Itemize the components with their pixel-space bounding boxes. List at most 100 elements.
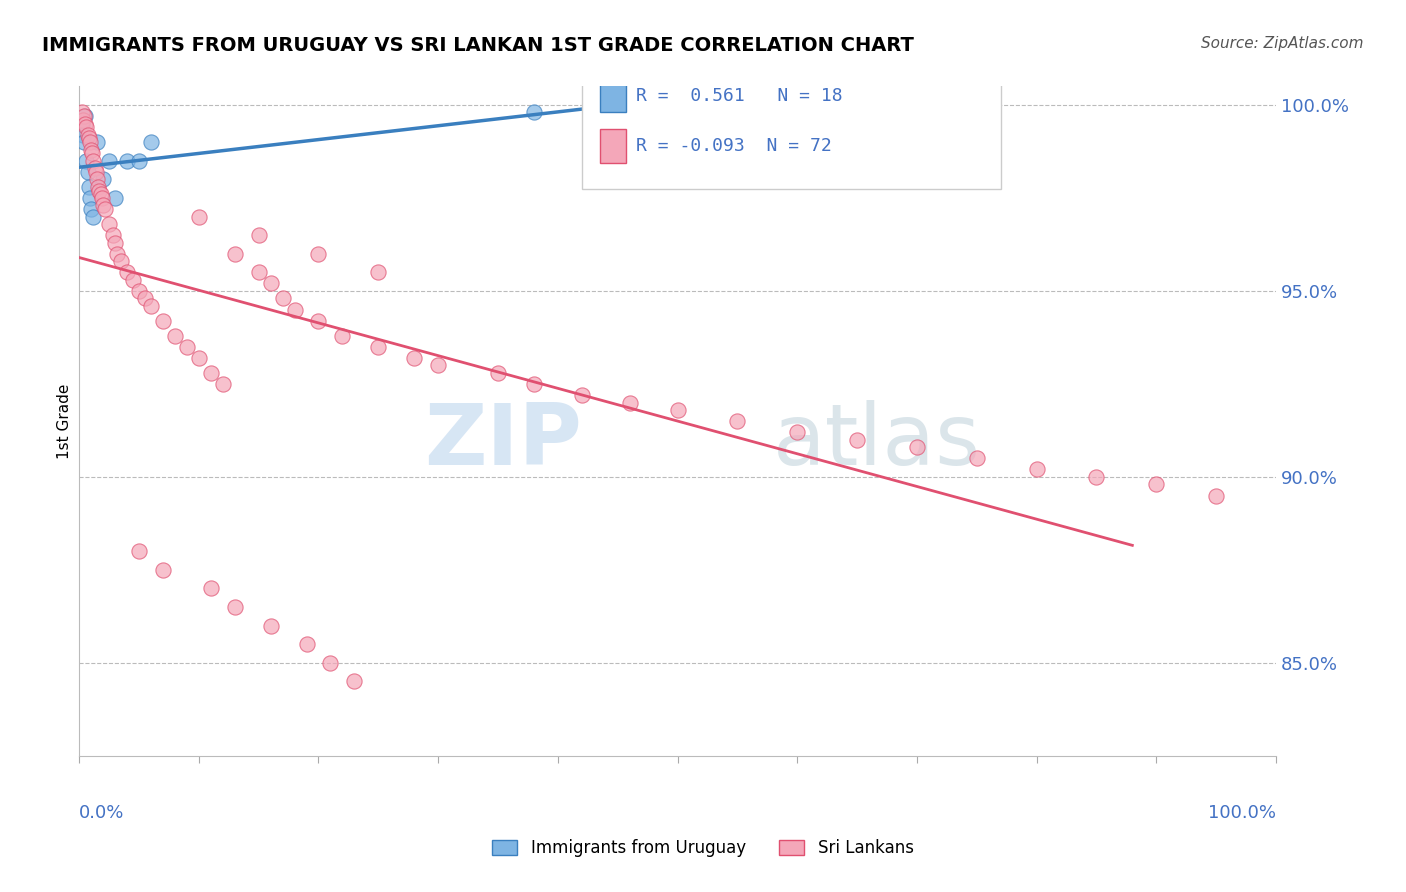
Point	[666, 403, 689, 417]
Point	[75, 109, 97, 123]
Point	[82, 153, 104, 168]
Point	[211, 376, 233, 391]
Text: Source: ZipAtlas.com: Source: ZipAtlas.com	[1201, 36, 1364, 51]
Point	[75, 120, 97, 135]
Point	[176, 340, 198, 354]
Point	[404, 351, 426, 365]
Point	[1205, 489, 1227, 503]
Point	[1085, 470, 1108, 484]
Point	[427, 359, 450, 373]
Point	[70, 105, 93, 120]
Point	[139, 299, 162, 313]
Point	[91, 172, 114, 186]
Point	[104, 235, 127, 250]
Text: IMMIGRANTS FROM URUGUAY VS SRI LANKAN 1ST GRADE CORRELATION CHART: IMMIGRANTS FROM URUGUAY VS SRI LANKAN 1S…	[42, 36, 914, 54]
Point	[259, 618, 281, 632]
Point	[1025, 462, 1047, 476]
Point	[846, 433, 869, 447]
Text: 100.0%: 100.0%	[1208, 805, 1277, 822]
Point	[86, 135, 108, 149]
Point	[79, 135, 101, 149]
Point	[94, 202, 117, 216]
Point	[98, 153, 121, 168]
Point	[523, 376, 546, 391]
Point	[77, 179, 100, 194]
Point	[319, 656, 342, 670]
Text: R =  0.561   N = 18: R = 0.561 N = 18	[636, 87, 842, 104]
Point	[115, 265, 138, 279]
Point	[200, 366, 222, 380]
Point	[70, 117, 93, 131]
Point	[73, 109, 96, 123]
Point	[80, 143, 103, 157]
Point	[101, 228, 124, 243]
Point	[283, 302, 305, 317]
Point	[247, 265, 270, 279]
Point	[83, 161, 105, 176]
Point	[82, 210, 104, 224]
Point	[122, 273, 145, 287]
Point	[187, 351, 209, 365]
Point	[75, 153, 97, 168]
Point	[73, 135, 96, 149]
Point	[786, 425, 808, 440]
Point	[139, 135, 162, 149]
Point	[308, 314, 330, 328]
Point	[259, 277, 281, 291]
Point	[343, 674, 366, 689]
Point	[128, 544, 150, 558]
Point	[486, 366, 509, 380]
Text: atlas: atlas	[773, 400, 981, 483]
FancyBboxPatch shape	[600, 129, 626, 162]
Point	[523, 105, 546, 120]
Text: ZIP: ZIP	[425, 400, 582, 483]
Point	[72, 128, 94, 142]
Y-axis label: 1st Grade: 1st Grade	[58, 384, 72, 458]
Point	[89, 184, 111, 198]
Point	[308, 246, 330, 260]
FancyBboxPatch shape	[600, 78, 626, 112]
Point	[187, 210, 209, 224]
Point	[80, 202, 103, 216]
Point	[87, 179, 110, 194]
Point	[128, 284, 150, 298]
Point	[163, 328, 186, 343]
Point	[152, 563, 174, 577]
Point	[200, 582, 222, 596]
Point	[332, 328, 354, 343]
Point	[905, 440, 928, 454]
Point	[77, 131, 100, 145]
Text: 0.0%: 0.0%	[79, 805, 125, 822]
Point	[224, 246, 246, 260]
Point	[619, 395, 641, 409]
Point	[76, 165, 98, 179]
Point	[134, 291, 156, 305]
Point	[295, 637, 318, 651]
Point	[90, 187, 112, 202]
Point	[152, 314, 174, 328]
Point	[367, 265, 389, 279]
Legend: Immigrants from Uruguay, Sri Lankans: Immigrants from Uruguay, Sri Lankans	[484, 831, 922, 866]
Point	[725, 414, 748, 428]
Point	[107, 246, 129, 260]
Point	[224, 600, 246, 615]
Point	[966, 451, 988, 466]
Point	[104, 191, 127, 205]
FancyBboxPatch shape	[582, 47, 1001, 188]
Point	[128, 153, 150, 168]
Point	[367, 340, 389, 354]
Point	[90, 191, 112, 205]
Point	[271, 291, 294, 305]
Point	[76, 128, 98, 142]
Point	[1144, 477, 1167, 491]
Point	[75, 117, 97, 131]
Point	[82, 146, 104, 161]
Point	[84, 165, 107, 179]
Text: R = -0.093  N = 72: R = -0.093 N = 72	[636, 136, 831, 155]
Point	[91, 198, 114, 212]
Point	[72, 112, 94, 127]
Point	[86, 172, 108, 186]
Point	[79, 191, 101, 205]
Point	[571, 388, 593, 402]
Point	[115, 153, 138, 168]
